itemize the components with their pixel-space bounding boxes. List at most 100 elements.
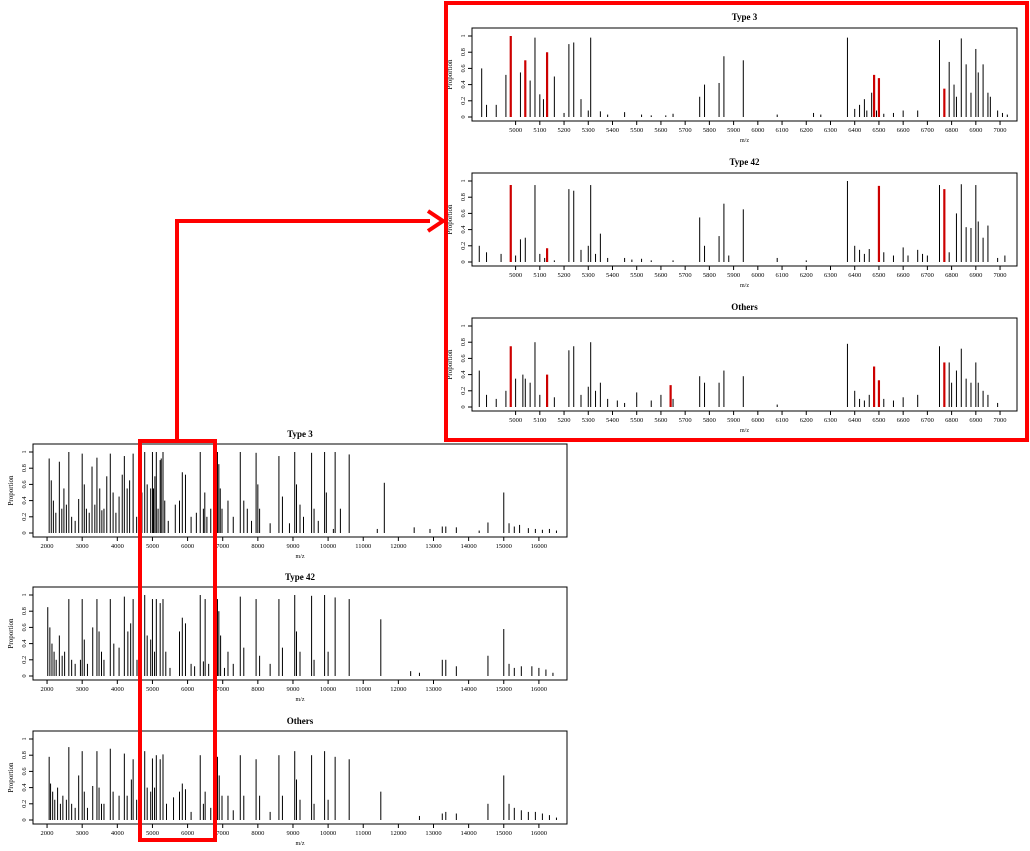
- plot-frame: [471, 172, 1018, 267]
- x-tick-label: 13000: [425, 686, 441, 693]
- x-tick-label: 5700: [679, 272, 692, 279]
- y-axis-label: Proportion: [7, 618, 15, 648]
- x-tick-label: 6200: [800, 127, 813, 134]
- x-tick-label: 5300: [582, 272, 595, 279]
- x-tick-label: 10000: [320, 830, 336, 837]
- chart-zoom-others: Others 0 0.2 0.4 0.6 0.8 1 Proportion 5000 5100 52…: [446, 302, 1018, 434]
- y-tick-label: 0.2: [21, 513, 28, 521]
- y-tick-label: 0.4: [21, 783, 28, 792]
- x-tick-label: 12000: [390, 686, 406, 693]
- y-tick-label: 0.4: [21, 639, 28, 648]
- x-tick-label: 15000: [496, 543, 512, 550]
- x-tick-label: 15000: [496, 686, 512, 693]
- plot-frame: [32, 586, 568, 681]
- x-tick-label: 16000: [531, 686, 547, 693]
- x-tick-label: 9000: [286, 686, 299, 693]
- y-axis: 0 0.2 0.4 0.6 0.8 1: [21, 450, 33, 535]
- y-axis: 0 0.2 0.4 0.6 0.8 1: [21, 737, 33, 822]
- x-tick-label: 2000: [41, 830, 54, 837]
- x-tick-label: 4000: [111, 830, 124, 837]
- y-tick-label: 1: [460, 324, 467, 327]
- plot-frame: [32, 443, 568, 538]
- x-tick-label: 6700: [921, 127, 934, 134]
- x-tick-label: 5800: [703, 417, 716, 424]
- y-tick-label: 1: [460, 179, 467, 182]
- x-tick-label: 6000: [751, 417, 764, 424]
- y-tick-label: 1: [21, 450, 28, 453]
- x-tick-label: 5000: [146, 830, 159, 837]
- peak-series: [478, 342, 999, 407]
- y-tick-label: 0.6: [21, 623, 28, 632]
- x-axis: 5000 5100 5200 5300 5400 5500 5600 5700 5800 5900…: [509, 411, 1007, 424]
- x-tick-label: 10000: [320, 543, 336, 550]
- x-tick-label: 16000: [531, 830, 547, 837]
- plot-frame: [471, 27, 1018, 122]
- x-axis-label: m/z: [740, 283, 749, 289]
- x-tick-label: 5200: [558, 272, 571, 279]
- x-tick-label: 7000: [994, 127, 1007, 134]
- y-tick-label: 0.6: [21, 480, 28, 489]
- connector-arrow: [175, 219, 430, 441]
- x-tick-label: 5300: [582, 127, 595, 134]
- y-tick-label: 0.6: [460, 354, 467, 363]
- x-tick-label: 5700: [679, 127, 692, 134]
- x-tick-label: 6800: [945, 127, 958, 134]
- x-tick-label: 6000: [181, 830, 194, 837]
- x-tick-label: 13000: [425, 543, 441, 550]
- x-tick-label: 5200: [558, 127, 571, 134]
- y-axis: 0 0.2 0.4 0.6 0.8 1: [460, 179, 472, 264]
- plot-frame: [32, 730, 568, 825]
- chart-full-type3: Type 3 0 0.2 0.4 0.6 0.8 1 Proportion 2000 3000 40…: [7, 429, 568, 560]
- y-axis-label: Proportion: [446, 349, 454, 379]
- x-tick-label: 5600: [654, 272, 667, 279]
- x-tick-label: 6100: [776, 127, 789, 134]
- chart-full-others: Others 0 0.2 0.4 0.6 0.8 1 Proportion 2000 3000 40…: [7, 716, 568, 847]
- x-tick-label: 14000: [461, 830, 477, 837]
- zoom-highlight-frame: [444, 1, 1029, 442]
- x-tick-label: 3000: [76, 543, 89, 550]
- x-tick-label: 6500: [872, 127, 885, 134]
- x-tick-label: 3000: [76, 686, 89, 693]
- x-tick-label: 5700: [679, 417, 692, 424]
- x-tick-label: 6700: [921, 272, 934, 279]
- y-axis: 0 0.2 0.4 0.6 0.8 1: [460, 324, 472, 409]
- chart-title: Type 3: [732, 12, 758, 22]
- x-tick-label: 6400: [848, 127, 861, 134]
- x-tick-label: 2000: [41, 686, 54, 693]
- x-tick-label: 8000: [251, 543, 264, 550]
- x-tick-label: 10000: [320, 686, 336, 693]
- x-tick-label: 16000: [531, 543, 547, 550]
- x-tick-label: 5500: [630, 127, 643, 134]
- x-tick-label: 5800: [703, 272, 716, 279]
- x-tick-label: 6400: [848, 272, 861, 279]
- x-tick-label: 5900: [727, 127, 740, 134]
- x-tick-label: 7000: [216, 686, 229, 693]
- y-tick-label: 0.6: [460, 64, 467, 73]
- x-tick-label: 5500: [630, 417, 643, 424]
- x-tick-label: 6600: [897, 272, 910, 279]
- x-tick-label: 2000: [41, 543, 54, 550]
- y-tick-label: 1: [21, 737, 28, 740]
- x-tick-label: 5400: [606, 417, 619, 424]
- x-tick-label: 5200: [558, 417, 571, 424]
- x-axis: 2000 3000 4000 5000 6000 7000 8000 9000 10000 110…: [41, 680, 547, 693]
- x-tick-label: 7000: [994, 417, 1007, 424]
- y-tick-label: 0.8: [21, 464, 28, 472]
- x-tick-label: 6000: [181, 543, 194, 550]
- x-tick-label: 5000: [509, 127, 522, 134]
- chart-title: Others: [731, 302, 758, 312]
- x-tick-label: 6200: [800, 417, 813, 424]
- x-tick-label: 6100: [776, 417, 789, 424]
- x-tick-label: 6600: [897, 127, 910, 134]
- y-tick-label: 0: [460, 115, 467, 118]
- y-tick-label: 0.4: [460, 80, 467, 89]
- x-tick-label: 5600: [654, 127, 667, 134]
- x-axis-label: m/z: [740, 428, 749, 434]
- x-tick-label: 6700: [921, 417, 934, 424]
- x-tick-label: 5400: [606, 272, 619, 279]
- x-tick-label: 5500: [630, 272, 643, 279]
- x-tick-label: 11000: [355, 543, 371, 550]
- y-tick-label: 0.4: [460, 370, 467, 379]
